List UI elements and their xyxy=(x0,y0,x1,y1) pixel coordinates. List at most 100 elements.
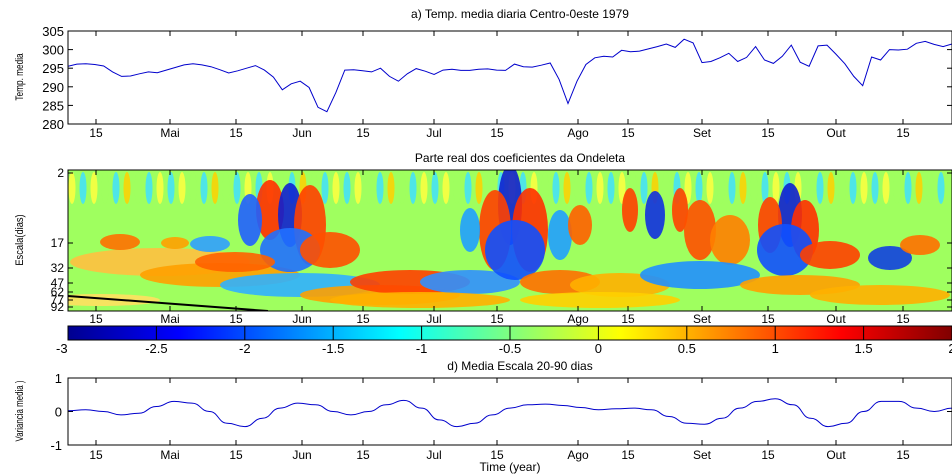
wavelet-xtick-label: 15 xyxy=(896,312,910,326)
wavelet-ylabel: Escala(dias) xyxy=(14,214,26,265)
wavelet-small-scale-stripe xyxy=(200,172,208,204)
wavelet-contour-blob xyxy=(238,194,262,246)
wavelet-panel: Parte real dos coeficientes da Ondeleta … xyxy=(14,151,952,326)
temperature-xtick-label: Mai xyxy=(160,126,179,140)
wavelet-small-scale-stripe xyxy=(68,172,76,204)
wavelet-small-scale-stripe xyxy=(420,172,428,204)
colorbar-tick-label: -0.5 xyxy=(499,341,521,356)
wavelet-small-scale-stripe xyxy=(893,172,901,204)
wavelet-ytick-label: 2 xyxy=(57,166,64,180)
wavelet-contour-blob xyxy=(757,224,813,276)
wavelet-contour-blob xyxy=(460,208,480,252)
wavelet-contour-blob xyxy=(161,237,189,249)
scale-average-ytick-label: 1 xyxy=(55,371,62,386)
wavelet-small-scale-stripe xyxy=(431,172,439,204)
wavelet-contour-blob xyxy=(640,261,760,289)
temperature-ytick-label: 280 xyxy=(42,117,64,132)
temperature-xtick-label: 15 xyxy=(356,126,370,140)
wavelet-contour-blob xyxy=(810,285,950,305)
wavelet-ytick-label: 47 xyxy=(51,276,65,290)
wavelet-ytick-label: 17 xyxy=(51,236,65,250)
wavelet-small-scale-stripe xyxy=(937,172,945,204)
wavelet-small-scale-stripe xyxy=(563,172,571,204)
wavelet-small-scale-stripe xyxy=(552,172,560,204)
scale-average-xtick-label: 15 xyxy=(490,448,504,462)
wavelet-contour-blob xyxy=(900,235,940,255)
scale-average-xtick-label: Out xyxy=(826,448,846,462)
wavelet-contour-blob xyxy=(195,252,275,272)
temperature-xtick-label: Jul xyxy=(426,126,441,140)
scale-average-xtick-label: 15 xyxy=(761,448,775,462)
wavelet-contour-blob xyxy=(710,215,750,265)
wavelet-small-scale-stripe xyxy=(926,172,934,204)
temperature-ytick-label: 305 xyxy=(42,24,64,39)
wavelet-contour-blob xyxy=(568,205,592,245)
wavelet-small-scale-stripe xyxy=(684,172,692,204)
wavelet-contour-blob xyxy=(420,270,520,294)
scale-average-title: d) Media Escala 20-90 dias xyxy=(447,359,592,373)
wavelet-small-scale-stripe xyxy=(761,172,769,204)
wavelet-small-scale-stripe xyxy=(101,172,109,204)
wavelet-small-scale-stripe xyxy=(321,172,329,204)
wavelet-contour-blob xyxy=(800,241,860,269)
wavelet-small-scale-stripe xyxy=(728,172,736,204)
wavelet-contour-blob xyxy=(330,292,510,308)
wavelet-title: Parte real dos coeficientes da Ondeleta xyxy=(415,151,625,165)
wavelet-small-scale-stripe xyxy=(409,172,417,204)
colorbar-tick-label: -2 xyxy=(239,341,251,356)
temperature-xtick-label: Out xyxy=(826,126,846,140)
wavelet-small-scale-stripe xyxy=(145,172,153,204)
wavelet-contours xyxy=(68,170,950,308)
wavelet-xtick-label: Out xyxy=(826,312,846,326)
scale-average-ylabel: Variancia media ) xyxy=(14,380,27,441)
wavelet-contour-blob xyxy=(672,188,688,232)
wavelet-small-scale-stripe xyxy=(772,172,780,204)
wavelet-xtick-label: Set xyxy=(693,312,712,326)
wavelet-xtick-label: Ago xyxy=(567,312,589,326)
wavelet-small-scale-stripe xyxy=(79,172,87,204)
wavelet-contour-blob xyxy=(256,180,284,240)
colorbar-ticks: -3 -2.5 -2 -1.5 -1 -0.5 0 0.5 1 1.5 2 xyxy=(56,326,952,356)
wavelet-small-scale-stripe xyxy=(233,172,241,204)
wavelet-contour-blob xyxy=(100,234,140,250)
wavelet-small-scale-stripe xyxy=(596,172,604,204)
temperature-ylabel: Temp. media xyxy=(14,53,26,101)
colorbar-tick-label: 1 xyxy=(772,341,779,356)
wavelet-small-scale-stripe xyxy=(640,172,648,204)
wavelet-small-scale-stripe xyxy=(805,172,813,204)
wavelet-small-scale-stripe xyxy=(860,172,868,204)
scale-average-xtick-label: 15 xyxy=(356,448,370,462)
wavelet-small-scale-stripe xyxy=(343,172,351,204)
scale-average-xtick-label: 15 xyxy=(896,448,910,462)
wavelet-small-scale-stripe xyxy=(134,172,142,204)
wavelet-ytick-label: 32 xyxy=(51,261,65,275)
wavelet-contour-blob xyxy=(485,220,545,280)
scale-average-xtick-label: Mai xyxy=(160,448,179,462)
wavelet-small-scale-stripe xyxy=(332,172,340,204)
colorbar-tick-label: -1.5 xyxy=(322,341,344,356)
wavelet-small-scale-stripe xyxy=(695,172,703,204)
colorbar-tick-label: -3 xyxy=(56,341,68,356)
wavelet-small-scale-stripe xyxy=(739,172,747,204)
wavelet-small-scale-stripe xyxy=(387,172,395,204)
cone-of-influence xyxy=(68,295,269,311)
wavelet-xtick-label: Mai xyxy=(160,312,179,326)
temperature-ytick-label: 285 xyxy=(42,98,64,113)
temperature-xtick-label: 15 xyxy=(896,126,910,140)
temperature-xtick-label: Ago xyxy=(567,126,589,140)
temperature-xtick-label: 15 xyxy=(621,126,635,140)
scale-average-panel: d) Media Escala 20-90 dias Variancia med… xyxy=(14,359,952,474)
scale-average-ytick-label: 0 xyxy=(55,405,62,420)
colorbar: -3 -2.5 -2 -1.5 -1 -0.5 0 0.5 1 1.5 2 xyxy=(56,325,952,356)
wavelet-contour-blob xyxy=(260,228,320,272)
wavelet-small-scale-stripe xyxy=(838,172,846,204)
wavelet-small-scale-stripe xyxy=(475,172,483,204)
wavelet-small-scale-stripe xyxy=(354,172,362,204)
wavelet-axes-box xyxy=(67,169,952,312)
temperature-panel: a) Temp. media diaria Centro-0este 1979 … xyxy=(14,7,952,140)
wavelet-small-scale-stripe xyxy=(398,172,406,204)
colorbar-tick-label: 0 xyxy=(595,341,602,356)
wavelet-small-scale-stripe xyxy=(464,172,472,204)
temperature-xtick-label: Jun xyxy=(292,126,311,140)
